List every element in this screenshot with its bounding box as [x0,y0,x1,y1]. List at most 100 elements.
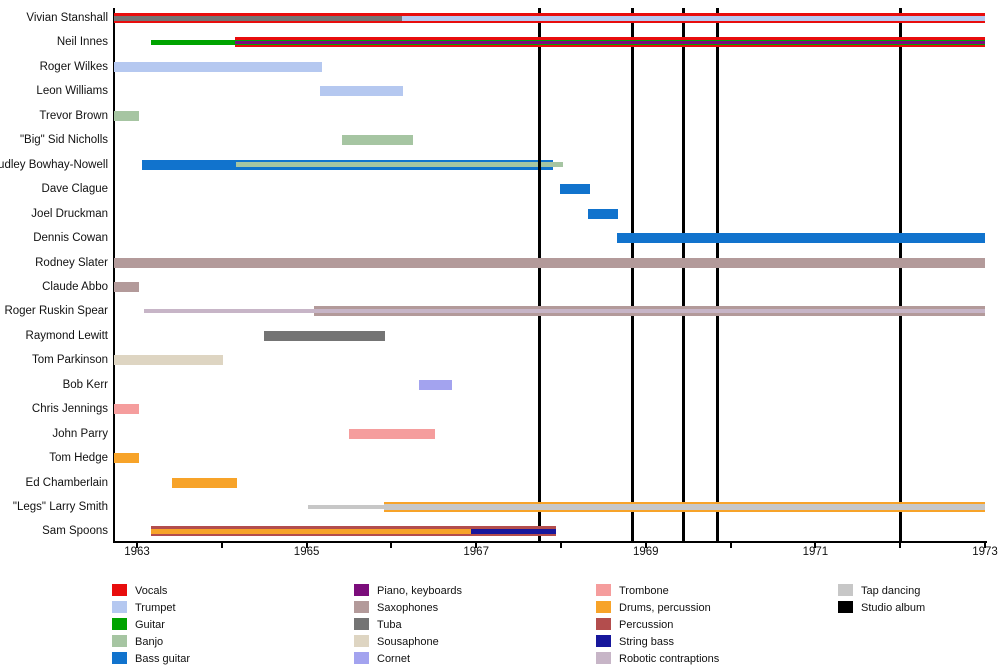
timeline-bar-saxophones [114,257,985,268]
legend-swatch-saxophones [354,601,369,613]
timeline-bar-string_bass [471,528,556,534]
timeline-bar-bass_guitar [588,208,618,219]
x-axis-tick [220,543,223,548]
x-axis-tick [814,543,817,548]
timeline-bar-tuba [114,15,403,21]
member-name-label: "Big" Sid Nicholls [19,134,108,147]
legend-label-piano: Piano, keyboards [377,585,462,597]
timeline-bar-banjo [236,162,563,168]
legend-label-string_bass: String bass [619,636,675,648]
member-name-label: Ed Chamberlain [25,476,108,489]
album-line [538,8,542,541]
album-line [898,8,902,541]
timeline-bar-trumpet [402,15,985,21]
x-axis-tick [899,543,902,548]
legend-swatch-trumpet [112,601,127,613]
x-axis-tick [136,543,138,548]
member-name-label: Sam Spoons [42,525,108,538]
member-name-label: Trevor Brown [39,109,108,122]
album-line [715,8,719,541]
legend-swatch-vocals [112,584,127,596]
member-name-label: Bob Kerr [62,378,108,391]
legend-label-percussion: Percussion [619,619,674,631]
x-axis-tick [475,543,478,548]
member-name-label: Vivian Stanshall [26,12,108,24]
legend-swatch-percussion [596,618,611,630]
legend-swatch-trombone [596,584,611,596]
member-name-label: Roger Wilkes [39,60,108,73]
album-line [682,8,686,541]
member-name-label: Dennis Cowan [33,232,108,245]
x-axis-tick-label: 1967 [463,546,489,558]
timeline-bar-trombone [114,404,139,415]
member-name-label: Chris Jennings [31,403,108,416]
legend-label-trumpet: Trumpet [135,602,176,614]
member-name-label: Leon Williams [36,85,108,98]
timeline-bar-robotic [143,309,985,314]
x-axis-tick-label: 1963 [124,546,150,558]
timeline-bar-trombone [349,428,435,439]
timeline-bar-saxophones [114,281,139,292]
timeline-bar-drums [114,453,139,464]
album-line [630,8,634,541]
legend-label-trombone: Trombone [619,585,669,597]
legend-swatch-guitar [112,618,127,630]
legend-swatch-drums [596,601,611,613]
legend-swatch-album [838,601,853,613]
x-axis-line [113,541,987,543]
legend-swatch-cornet [354,652,369,664]
member-name-label: Neil Innes [56,36,108,49]
member-name-label: John Parry [52,427,108,440]
legend-label-album: Studio album [861,602,926,614]
timeline-bar-trumpet [114,61,322,72]
legend-swatch-piano [354,584,369,596]
legend-label-banjo: Banjo [135,636,164,648]
legend-label-bass_guitar: Bass guitar [135,653,191,665]
x-axis-tick [305,543,308,548]
member-name-label: Joel Druckman [31,207,108,220]
legend-label-robotic: Robotic contraptions [619,653,720,665]
x-axis-tick [390,543,393,548]
timeline-bar-piano [235,40,985,44]
legend-label-sousaphone: Sousaphone [377,636,439,648]
timeline-bar-tap [383,504,985,510]
timeline-bar-bass_guitar [616,233,985,244]
member-name-label: Tom Parkinson [31,354,108,367]
member-name-label: Claude Abbo [42,280,108,293]
legend-label-drums: Drums, percussion [619,602,711,614]
timeline-bar-cornet [419,379,453,390]
member-name-label: Raymond Lewitt [25,329,108,342]
legend-swatch-sousaphone [354,635,369,647]
x-axis-tick-label: 1969 [633,546,659,558]
timeline-bar-banjo [342,135,413,146]
legend-label-guitar: Guitar [135,619,165,631]
legend-swatch-string_bass [596,635,611,647]
legend-label-saxophones: Saxophones [377,602,439,614]
member-name-label: Dudley Bowhay-Nowell [0,158,108,171]
legend-label-cornet: Cornet [377,653,411,665]
member-name-label: Dave Clague [41,183,108,196]
legend-swatch-tuba [354,618,369,630]
x-axis-tick-label: 1973 [972,546,998,558]
member-name-label: Tom Hedge [49,452,108,465]
timeline-bar-drums [171,477,238,488]
member-name-label: "Legs" Larry Smith [12,501,108,513]
member-name-label: Rodney Slater [35,256,108,269]
legend-swatch-banjo [112,635,127,647]
y-axis-line [113,8,115,541]
x-axis-tick [644,543,647,548]
timeline-bar-sousaphone [114,355,223,366]
legend-label-tap: Tap dancing [861,585,921,597]
legend-swatch-tap [838,584,853,596]
member-name-label: Roger Ruskin Spear [4,305,108,318]
album-line-front-segment [538,152,542,177]
timeline-bar-trumpet [320,86,404,97]
timeline-bar-tap [308,505,384,509]
legend-label-tuba: Tuba [377,619,402,631]
legend-swatch-robotic [596,652,611,664]
legend-label-vocals: Vocals [135,585,168,597]
timeline-bar-banjo [114,110,139,121]
legend-swatch-bass_guitar [112,652,127,664]
timeline-bar-tuba [264,330,385,341]
